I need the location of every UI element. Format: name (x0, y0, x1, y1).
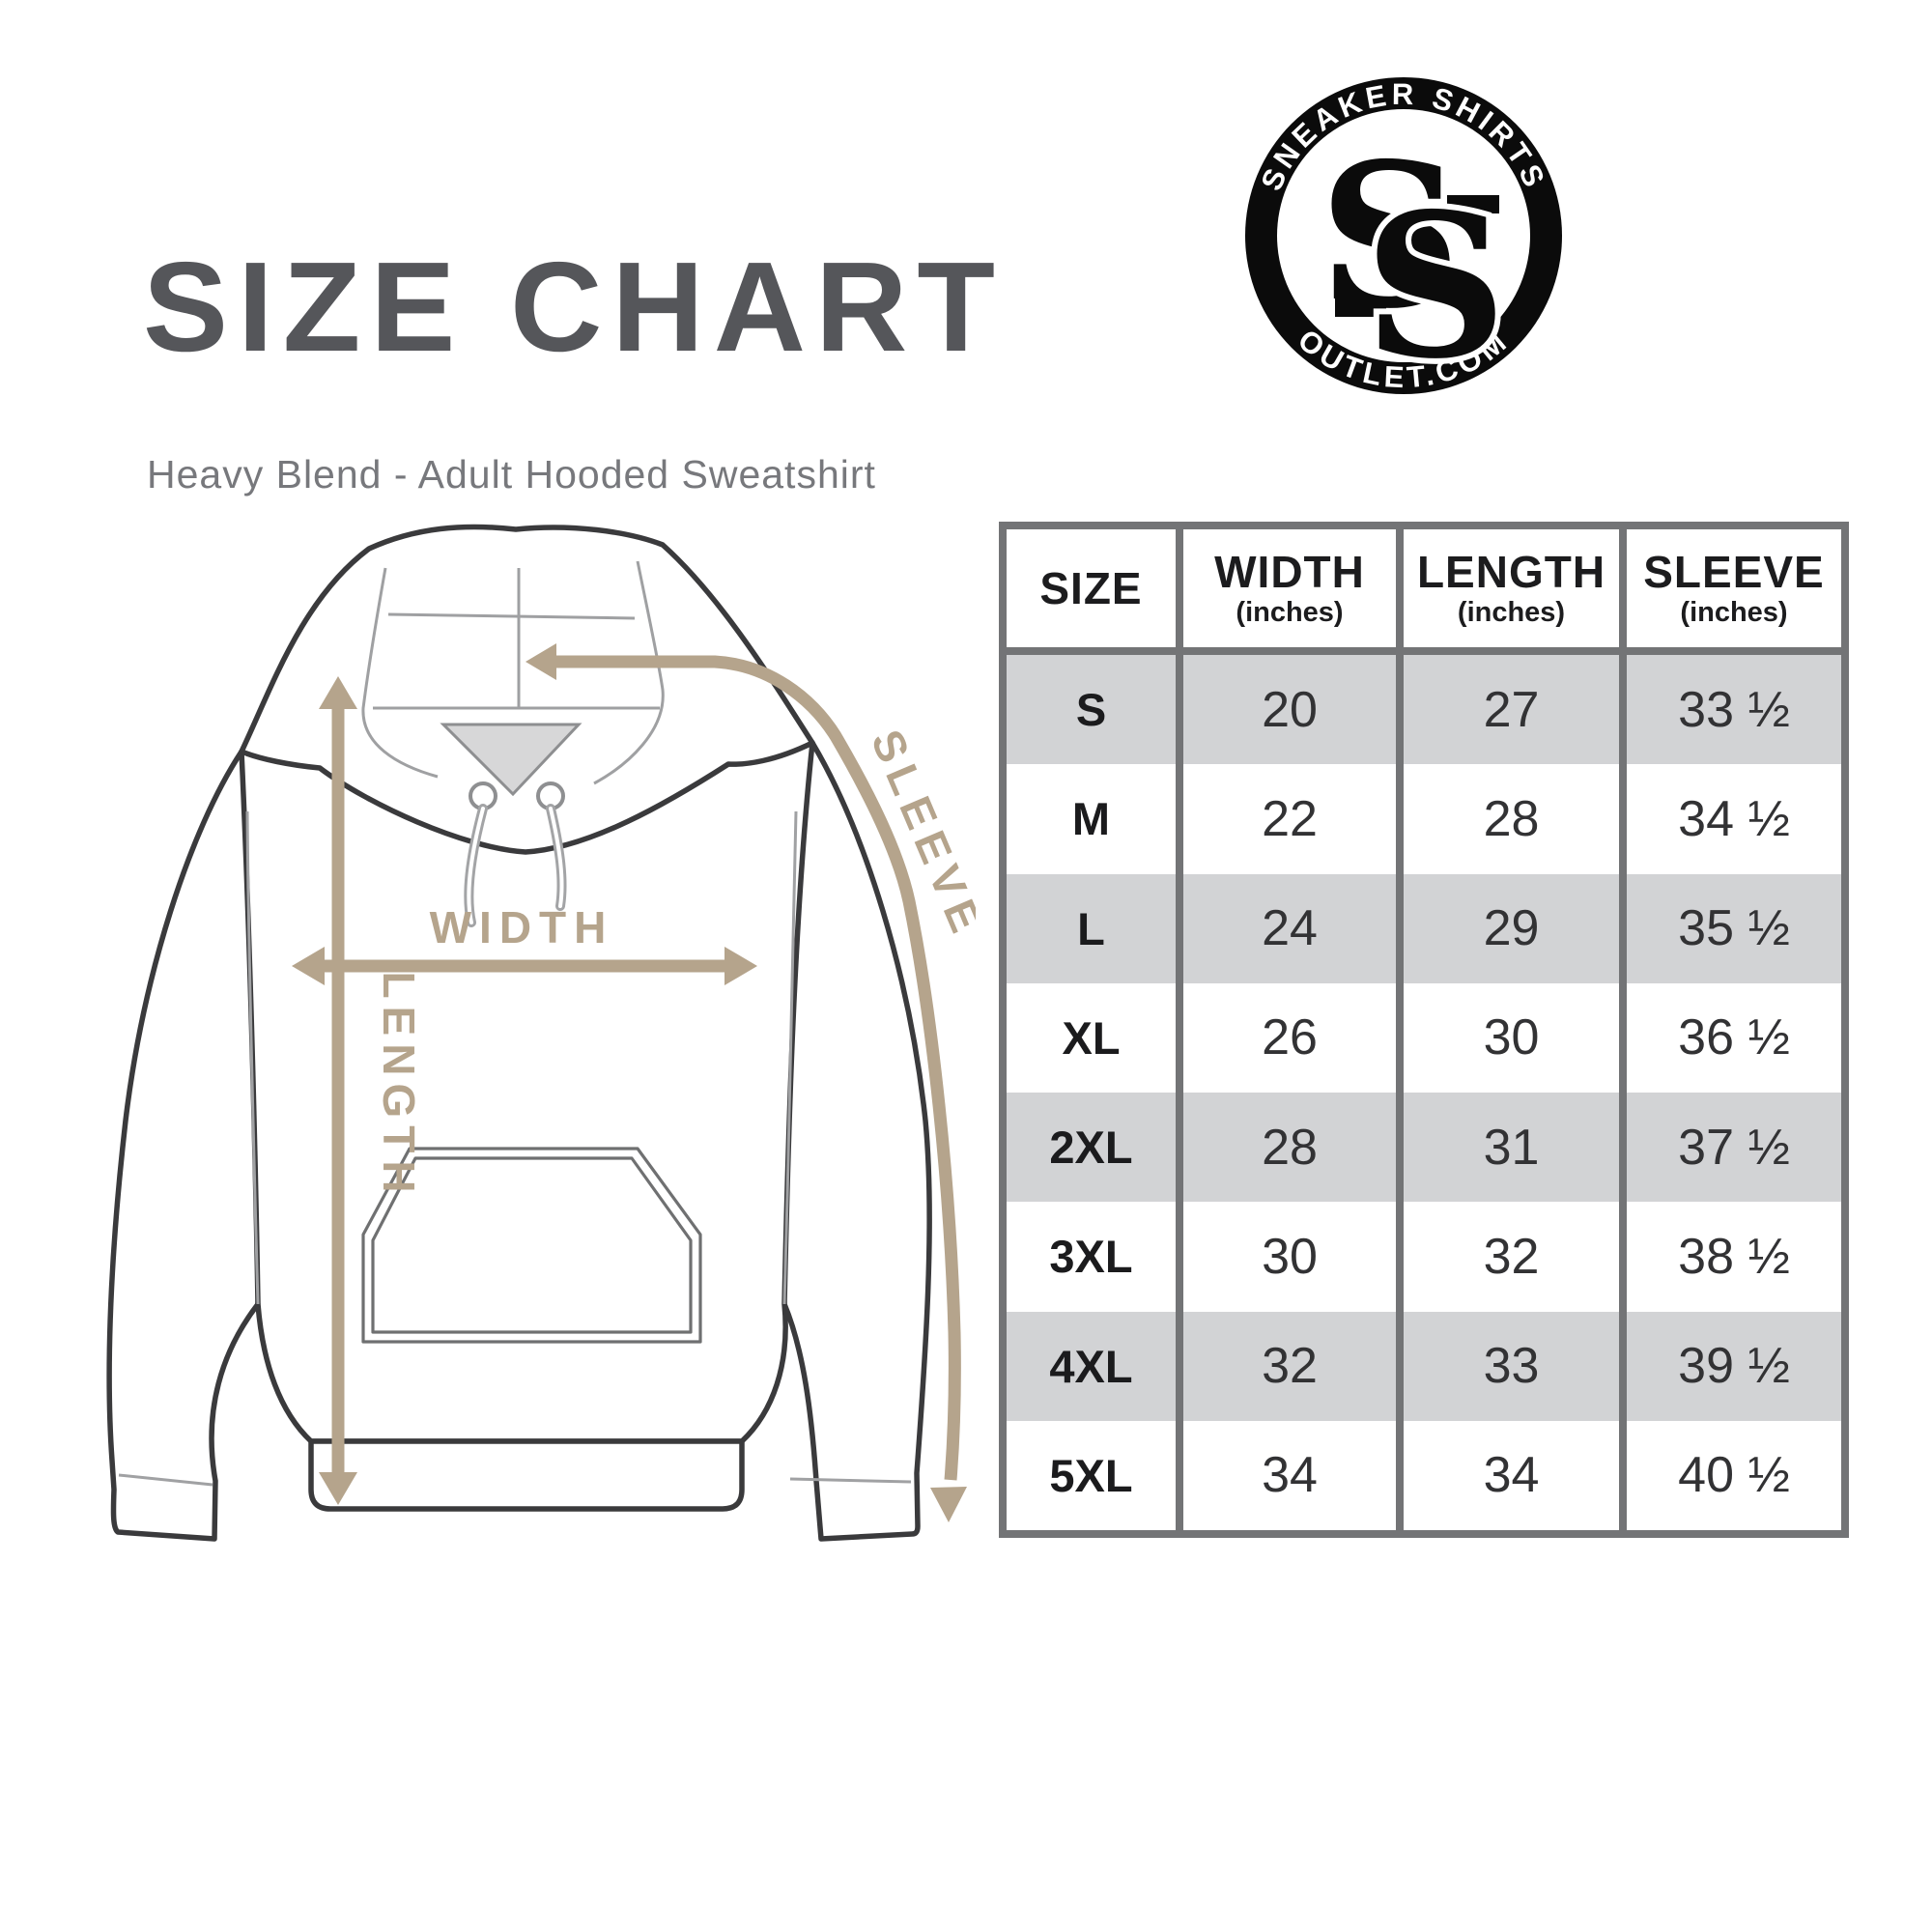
page-subtitle: Heavy Blend - Adult Hooded Sweatshirt (147, 452, 876, 497)
cell-s-width: 20 (1183, 655, 1396, 765)
cell-2xl-size: 2XL (1007, 1093, 1176, 1203)
cell-5xl-width: 34 (1183, 1420, 1396, 1530)
brand-logo: SNEAKER SHIRTS OUTLET.COM S S (1245, 77, 1562, 398)
size-table: SIZE WIDTH (inches) LENGTH (inches) SLEEVE (in… (999, 522, 1849, 1538)
cell-5xl-sleeve: 40 ½ (1627, 1420, 1841, 1530)
hood-neck-panel (440, 723, 582, 797)
sleeve-arrow (554, 655, 961, 1481)
header-cell-length: LENGTH (inches) (1404, 529, 1619, 655)
cell-m-width: 22 (1183, 764, 1396, 874)
header-cell-sleeve: SLEEVE (inches) (1627, 529, 1841, 655)
drawstrings (464, 804, 567, 927)
cell-l-sleeve: 35 ½ (1627, 873, 1841, 983)
hoodie-hem (308, 1438, 745, 1512)
header-cell-width: WIDTH (inches) (1183, 529, 1396, 655)
hoodie-seams (118, 810, 912, 1487)
cell-s-sleeve: 33 ½ (1627, 655, 1841, 765)
cell-5xl-length: 34 (1404, 1420, 1619, 1530)
cell-m-sleeve: 34 ½ (1627, 764, 1841, 874)
cell-3xl-size: 3XL (1007, 1202, 1176, 1312)
cell-xl-length: 30 (1404, 982, 1619, 1093)
cell-2xl-length: 31 (1404, 1093, 1619, 1203)
cell-l-width: 24 (1183, 873, 1396, 983)
cell-2xl-width: 28 (1183, 1093, 1396, 1203)
cell-xl-width: 26 (1183, 982, 1396, 1093)
cell-s-length: 27 (1404, 655, 1619, 765)
cell-xl-sleeve: 36 ½ (1627, 982, 1841, 1093)
width-label: WIDTH (430, 902, 614, 952)
cell-4xl-size: 4XL (1007, 1311, 1176, 1421)
hoodie-hood (239, 524, 815, 855)
cell-s-size: S (1007, 655, 1176, 765)
cell-l-length: 29 (1404, 873, 1619, 983)
cell-4xl-width: 32 (1183, 1311, 1396, 1421)
header-cell-size: SIZE (1007, 529, 1176, 655)
hoodie-diagram: WIDTH LENGTH SLEEVE (106, 524, 976, 1542)
cell-xl-size: XL (1007, 982, 1176, 1093)
cell-3xl-length: 32 (1404, 1202, 1619, 1312)
logo-ss-monogram-icon: S S (1319, 121, 1513, 398)
cell-m-size: M (1007, 764, 1176, 874)
cell-2xl-sleeve: 37 ½ (1627, 1093, 1841, 1203)
hood-interior-lines (361, 560, 665, 785)
page-title: SIZE CHART (143, 236, 1005, 378)
cell-5xl-size: 5XL (1007, 1420, 1176, 1530)
cell-3xl-width: 30 (1183, 1202, 1396, 1312)
hoodie-pocket (361, 1147, 702, 1344)
cell-m-length: 28 (1404, 764, 1619, 874)
cell-3xl-sleeve: 38 ½ (1627, 1202, 1841, 1312)
cell-4xl-sleeve: 39 ½ (1627, 1311, 1841, 1421)
svg-text:S: S (1364, 171, 1507, 398)
cell-4xl-length: 33 (1404, 1311, 1619, 1421)
cell-l-size: L (1007, 873, 1176, 983)
length-label: LENGTH (374, 971, 424, 1200)
